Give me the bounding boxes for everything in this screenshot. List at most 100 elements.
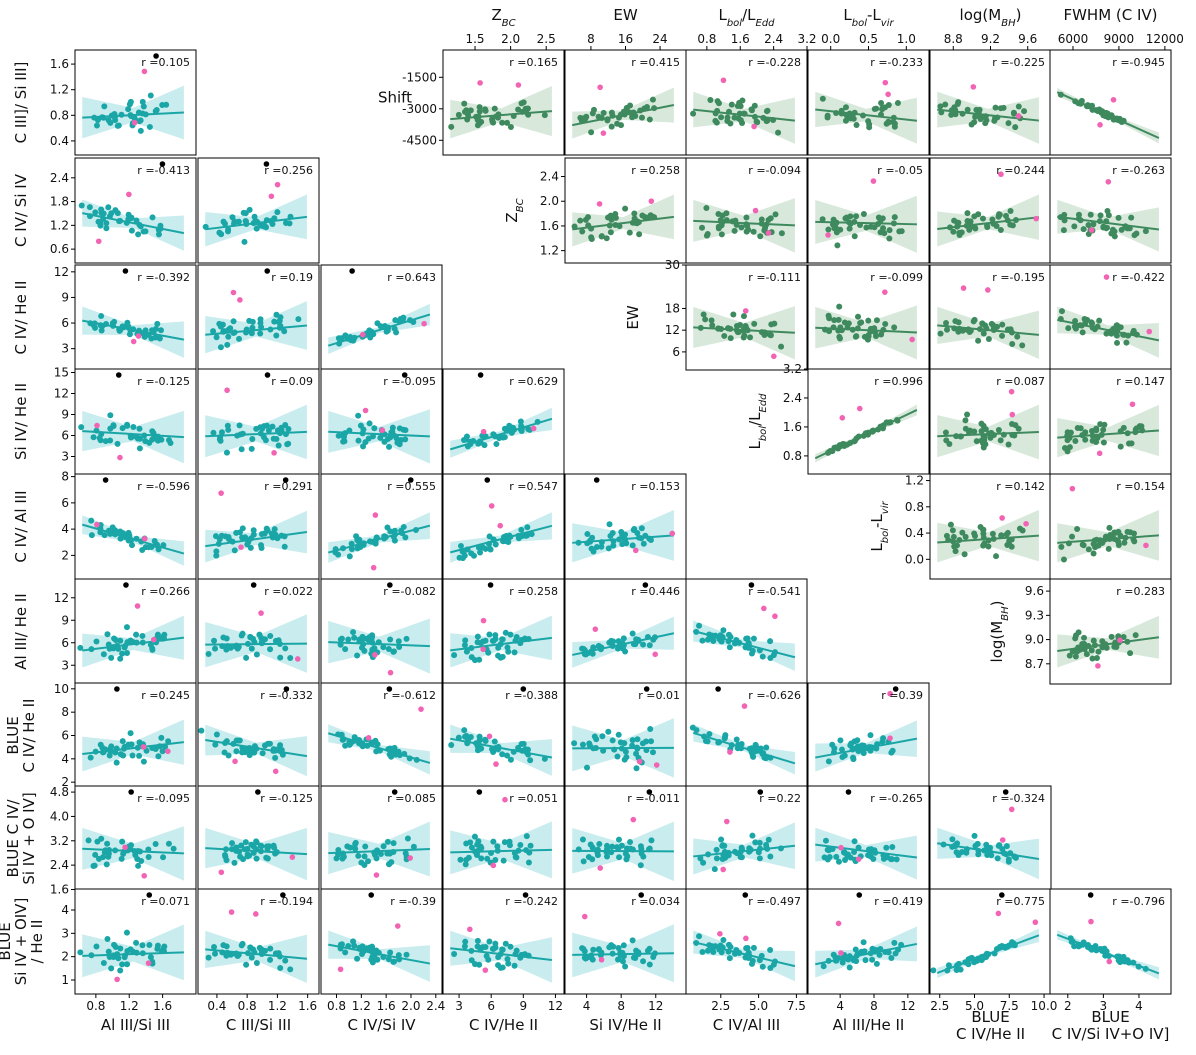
data-point <box>713 119 720 126</box>
data-point <box>117 945 124 952</box>
data-point <box>588 225 595 232</box>
data-point <box>981 847 988 854</box>
data-point <box>860 211 867 218</box>
data-point <box>475 847 482 854</box>
y-axis-label: ZBC <box>503 198 526 222</box>
data-point <box>486 631 493 638</box>
data-point <box>220 218 227 225</box>
data-point <box>822 837 829 844</box>
data-point <box>619 645 626 652</box>
data-point <box>738 845 745 852</box>
data-point <box>726 644 733 651</box>
data-point <box>448 123 455 130</box>
y-tick-label: 3 <box>61 658 69 672</box>
data-point <box>504 752 511 759</box>
data-point <box>957 433 964 440</box>
correlation-label: r =-0.388 <box>505 689 558 702</box>
outlier-point <box>630 816 637 823</box>
y-tick-label: 6 <box>61 316 69 330</box>
data-point <box>834 242 841 249</box>
data-point <box>235 951 242 958</box>
data-point <box>358 950 365 957</box>
data-point <box>1005 441 1012 448</box>
confidence-band <box>693 724 795 775</box>
data-point <box>733 736 740 743</box>
y-axis-label: C IV/ Al III <box>12 490 30 562</box>
correlation-label: r =-0.011 <box>627 792 680 805</box>
outlier-point <box>493 761 499 767</box>
correlation-label: r =-0.242 <box>505 895 558 908</box>
data-point <box>101 103 108 110</box>
data-point <box>767 332 774 339</box>
data-point <box>239 525 246 532</box>
upper-panel-r2-c3: r =-0.099 <box>807 264 930 371</box>
data-point <box>358 644 365 651</box>
outlier-point <box>165 748 171 755</box>
regression-line <box>82 741 185 756</box>
data-point <box>1021 108 1028 115</box>
data-point <box>461 642 468 649</box>
correlation-label: r =0.19 <box>271 271 313 284</box>
x-tick-label: 2.4 <box>426 999 445 1013</box>
outlier-point <box>835 920 842 927</box>
data-point <box>243 654 250 661</box>
data-point <box>410 843 417 850</box>
data-point <box>993 223 1000 230</box>
data-point <box>224 341 231 348</box>
data-point <box>490 838 497 845</box>
outlier-point <box>1033 215 1039 222</box>
data-point <box>152 334 159 341</box>
data-point <box>634 744 641 751</box>
outlier-point <box>856 405 863 412</box>
data-point <box>637 862 644 869</box>
data-point <box>612 214 619 221</box>
data-point <box>239 940 246 947</box>
data-point <box>738 854 745 861</box>
correlation-label: r =-0.195 <box>992 271 1045 284</box>
data-point <box>506 842 513 849</box>
data-point <box>339 855 346 862</box>
data-point <box>87 320 94 327</box>
correlation-label: r =0.09 <box>271 375 313 388</box>
data-point <box>719 212 726 219</box>
outlier-point <box>751 123 757 130</box>
lower-panel-r7-c6: r =-0.265 <box>807 785 930 892</box>
correlation-label: r =-0.596 <box>137 480 190 493</box>
data-point <box>857 319 864 326</box>
outlier-point <box>253 911 259 917</box>
data-point <box>117 751 124 758</box>
outlier-point <box>999 515 1005 521</box>
data-point <box>393 329 400 336</box>
y-tick-label: 4.8 <box>50 785 69 799</box>
data-point <box>826 854 833 861</box>
data-point <box>697 855 704 862</box>
data-point <box>451 951 458 958</box>
data-point <box>990 535 997 542</box>
data-point <box>112 944 119 951</box>
data-point <box>219 643 226 650</box>
data-point <box>129 639 136 646</box>
data-point <box>127 98 134 105</box>
y-tick-label: 0.8 <box>905 500 924 514</box>
data-point <box>629 542 636 549</box>
confidence-band <box>450 407 552 458</box>
data-point <box>699 637 706 644</box>
data-point <box>989 530 996 537</box>
y-axis-label: EW <box>624 305 642 329</box>
data-point <box>1072 635 1079 642</box>
lower-panel-r7-c2: r =0.085 <box>320 785 443 892</box>
outlier-point <box>960 285 967 291</box>
data-point <box>593 736 600 743</box>
data-point <box>160 635 167 642</box>
data-point <box>106 752 113 759</box>
data-point <box>1012 124 1019 131</box>
data-point <box>125 537 132 544</box>
data-point <box>718 325 725 332</box>
data-point <box>1089 432 1096 439</box>
data-point <box>492 541 499 548</box>
data-point <box>388 429 395 436</box>
data-point <box>836 335 843 342</box>
data-point <box>213 548 220 555</box>
